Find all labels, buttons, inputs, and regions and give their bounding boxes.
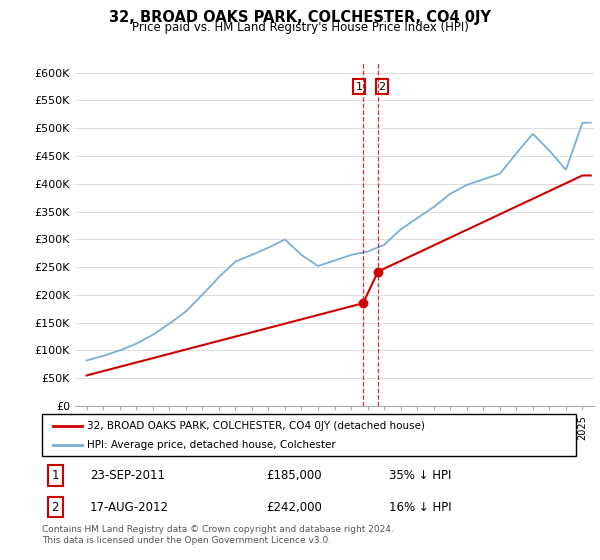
Text: 17-AUG-2012: 17-AUG-2012 (90, 501, 169, 514)
Text: 32, BROAD OAKS PARK, COLCHESTER, CO4 0JY: 32, BROAD OAKS PARK, COLCHESTER, CO4 0JY (109, 10, 491, 25)
Text: Price paid vs. HM Land Registry's House Price Index (HPI): Price paid vs. HM Land Registry's House … (131, 21, 469, 34)
Text: £185,000: £185,000 (266, 469, 322, 482)
Text: 32, BROAD OAKS PARK, COLCHESTER, CO4 0JY (detached house): 32, BROAD OAKS PARK, COLCHESTER, CO4 0JY… (88, 421, 425, 431)
Text: 1: 1 (355, 82, 362, 92)
Text: 2: 2 (379, 82, 386, 92)
Text: HPI: Average price, detached house, Colchester: HPI: Average price, detached house, Colc… (88, 440, 336, 450)
Text: £242,000: £242,000 (266, 501, 322, 514)
Text: 23-SEP-2011: 23-SEP-2011 (90, 469, 165, 482)
FancyBboxPatch shape (42, 414, 576, 456)
Text: Contains HM Land Registry data © Crown copyright and database right 2024.
This d: Contains HM Land Registry data © Crown c… (42, 525, 394, 545)
Text: 16% ↓ HPI: 16% ↓ HPI (389, 501, 452, 514)
Text: 1: 1 (52, 469, 59, 482)
Text: 35% ↓ HPI: 35% ↓ HPI (389, 469, 451, 482)
Text: 2: 2 (52, 501, 59, 514)
